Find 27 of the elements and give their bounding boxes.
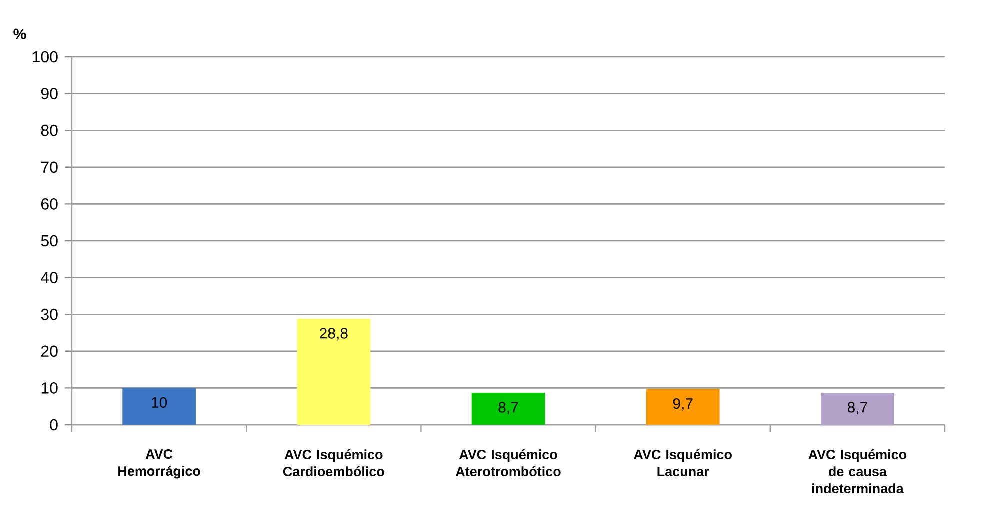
bar xyxy=(821,392,894,425)
x-tick-label: AVC Hemorrágico xyxy=(118,450,200,479)
x-tick-label: AVC Isquémico Aterotrombótico xyxy=(456,450,561,477)
y-tick-label: 70 xyxy=(42,162,58,174)
y-tick-label: 0 xyxy=(50,419,58,431)
x-tick-label: AVC Isquémico Lacunar xyxy=(634,450,732,477)
y-tick-label: 20 xyxy=(41,346,58,358)
data-label: 28,8 xyxy=(320,328,348,341)
data-label: 8,7 xyxy=(848,402,868,415)
y-tick-label: 10 xyxy=(42,382,58,394)
bar xyxy=(646,389,720,425)
bar xyxy=(297,319,371,425)
bar xyxy=(122,388,196,425)
y-axis-title: % xyxy=(14,28,26,40)
x-tick-label: AVC Isquémico Cardioembólico xyxy=(283,450,384,477)
y-tick-label: 100 xyxy=(33,51,58,63)
y-tick-label: 50 xyxy=(41,235,58,247)
y-tick-label: 90 xyxy=(41,88,58,100)
data-label: 9,7 xyxy=(673,398,693,411)
data-label: 8,7 xyxy=(498,402,518,415)
y-tick-label: 60 xyxy=(41,198,58,210)
bar xyxy=(472,392,546,425)
data-label: 10 xyxy=(152,397,168,408)
y-tick-label: 40 xyxy=(41,272,58,284)
x-tick-label: AVC Isquémico de causa indeterminada xyxy=(808,450,907,494)
y-tick-label: 30 xyxy=(41,308,58,320)
y-tick-label: 80 xyxy=(41,124,58,136)
